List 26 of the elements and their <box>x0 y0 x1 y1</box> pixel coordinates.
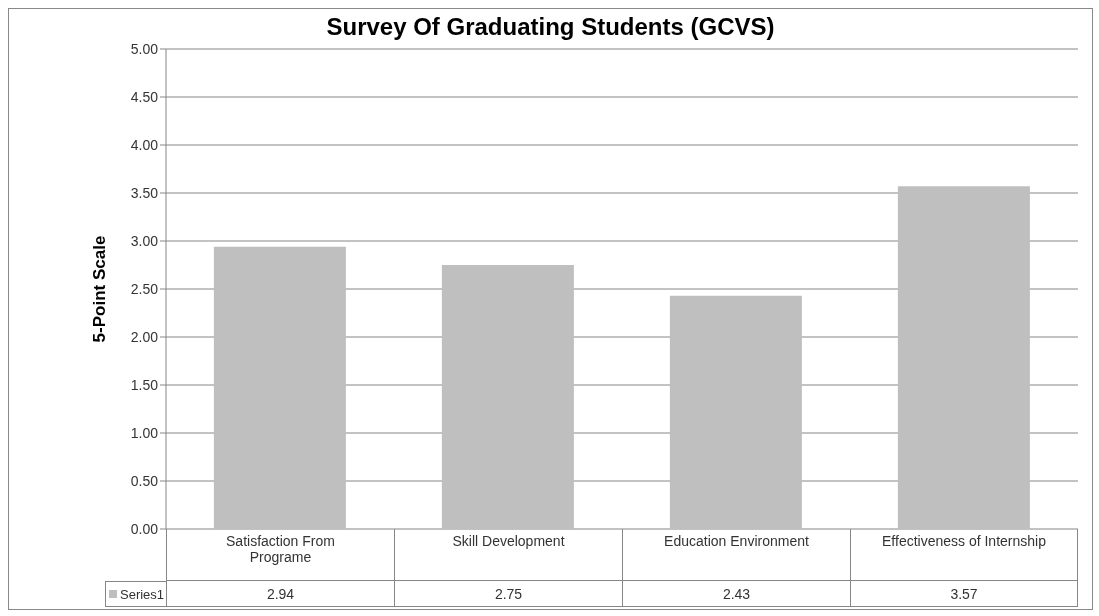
data-label: 3.57 <box>850 581 1078 607</box>
y-axis-title: 5-Point Scale <box>90 235 110 343</box>
x-tick-label: Education Environment <box>622 529 850 581</box>
y-tick-label: 0.50 <box>130 472 159 489</box>
x-tick-label: Effectiveness of Internship <box>850 529 1078 581</box>
chart-title: Survey Of Graduating Students (GCVS) <box>325 13 776 41</box>
y-tick-label: 5.00 <box>130 40 159 57</box>
y-tick-label: 4.00 <box>130 136 159 153</box>
x-tick-label: Skill Development <box>394 529 622 581</box>
data-label: 2.43 <box>622 581 850 607</box>
y-tick-label: 4.50 <box>130 88 159 105</box>
y-tick-label: 2.50 <box>130 280 159 297</box>
y-tick-label: 0.00 <box>130 520 159 537</box>
x-tick-label: Satisfaction From Programe <box>166 529 394 581</box>
bar <box>213 246 346 529</box>
y-tick-label: 1.00 <box>130 424 159 441</box>
data-label: 2.94 <box>166 581 394 607</box>
y-tick-label: 3.00 <box>130 232 159 249</box>
y-tick-label: 2.00 <box>130 328 159 345</box>
y-tick-label: 3.50 <box>130 184 159 201</box>
bar <box>441 265 574 529</box>
bar <box>669 295 802 529</box>
data-label: 2.75 <box>394 581 622 607</box>
legend-label: Series1 <box>105 581 166 607</box>
y-tick-label: 1.50 <box>130 376 159 393</box>
bar <box>897 186 1030 529</box>
